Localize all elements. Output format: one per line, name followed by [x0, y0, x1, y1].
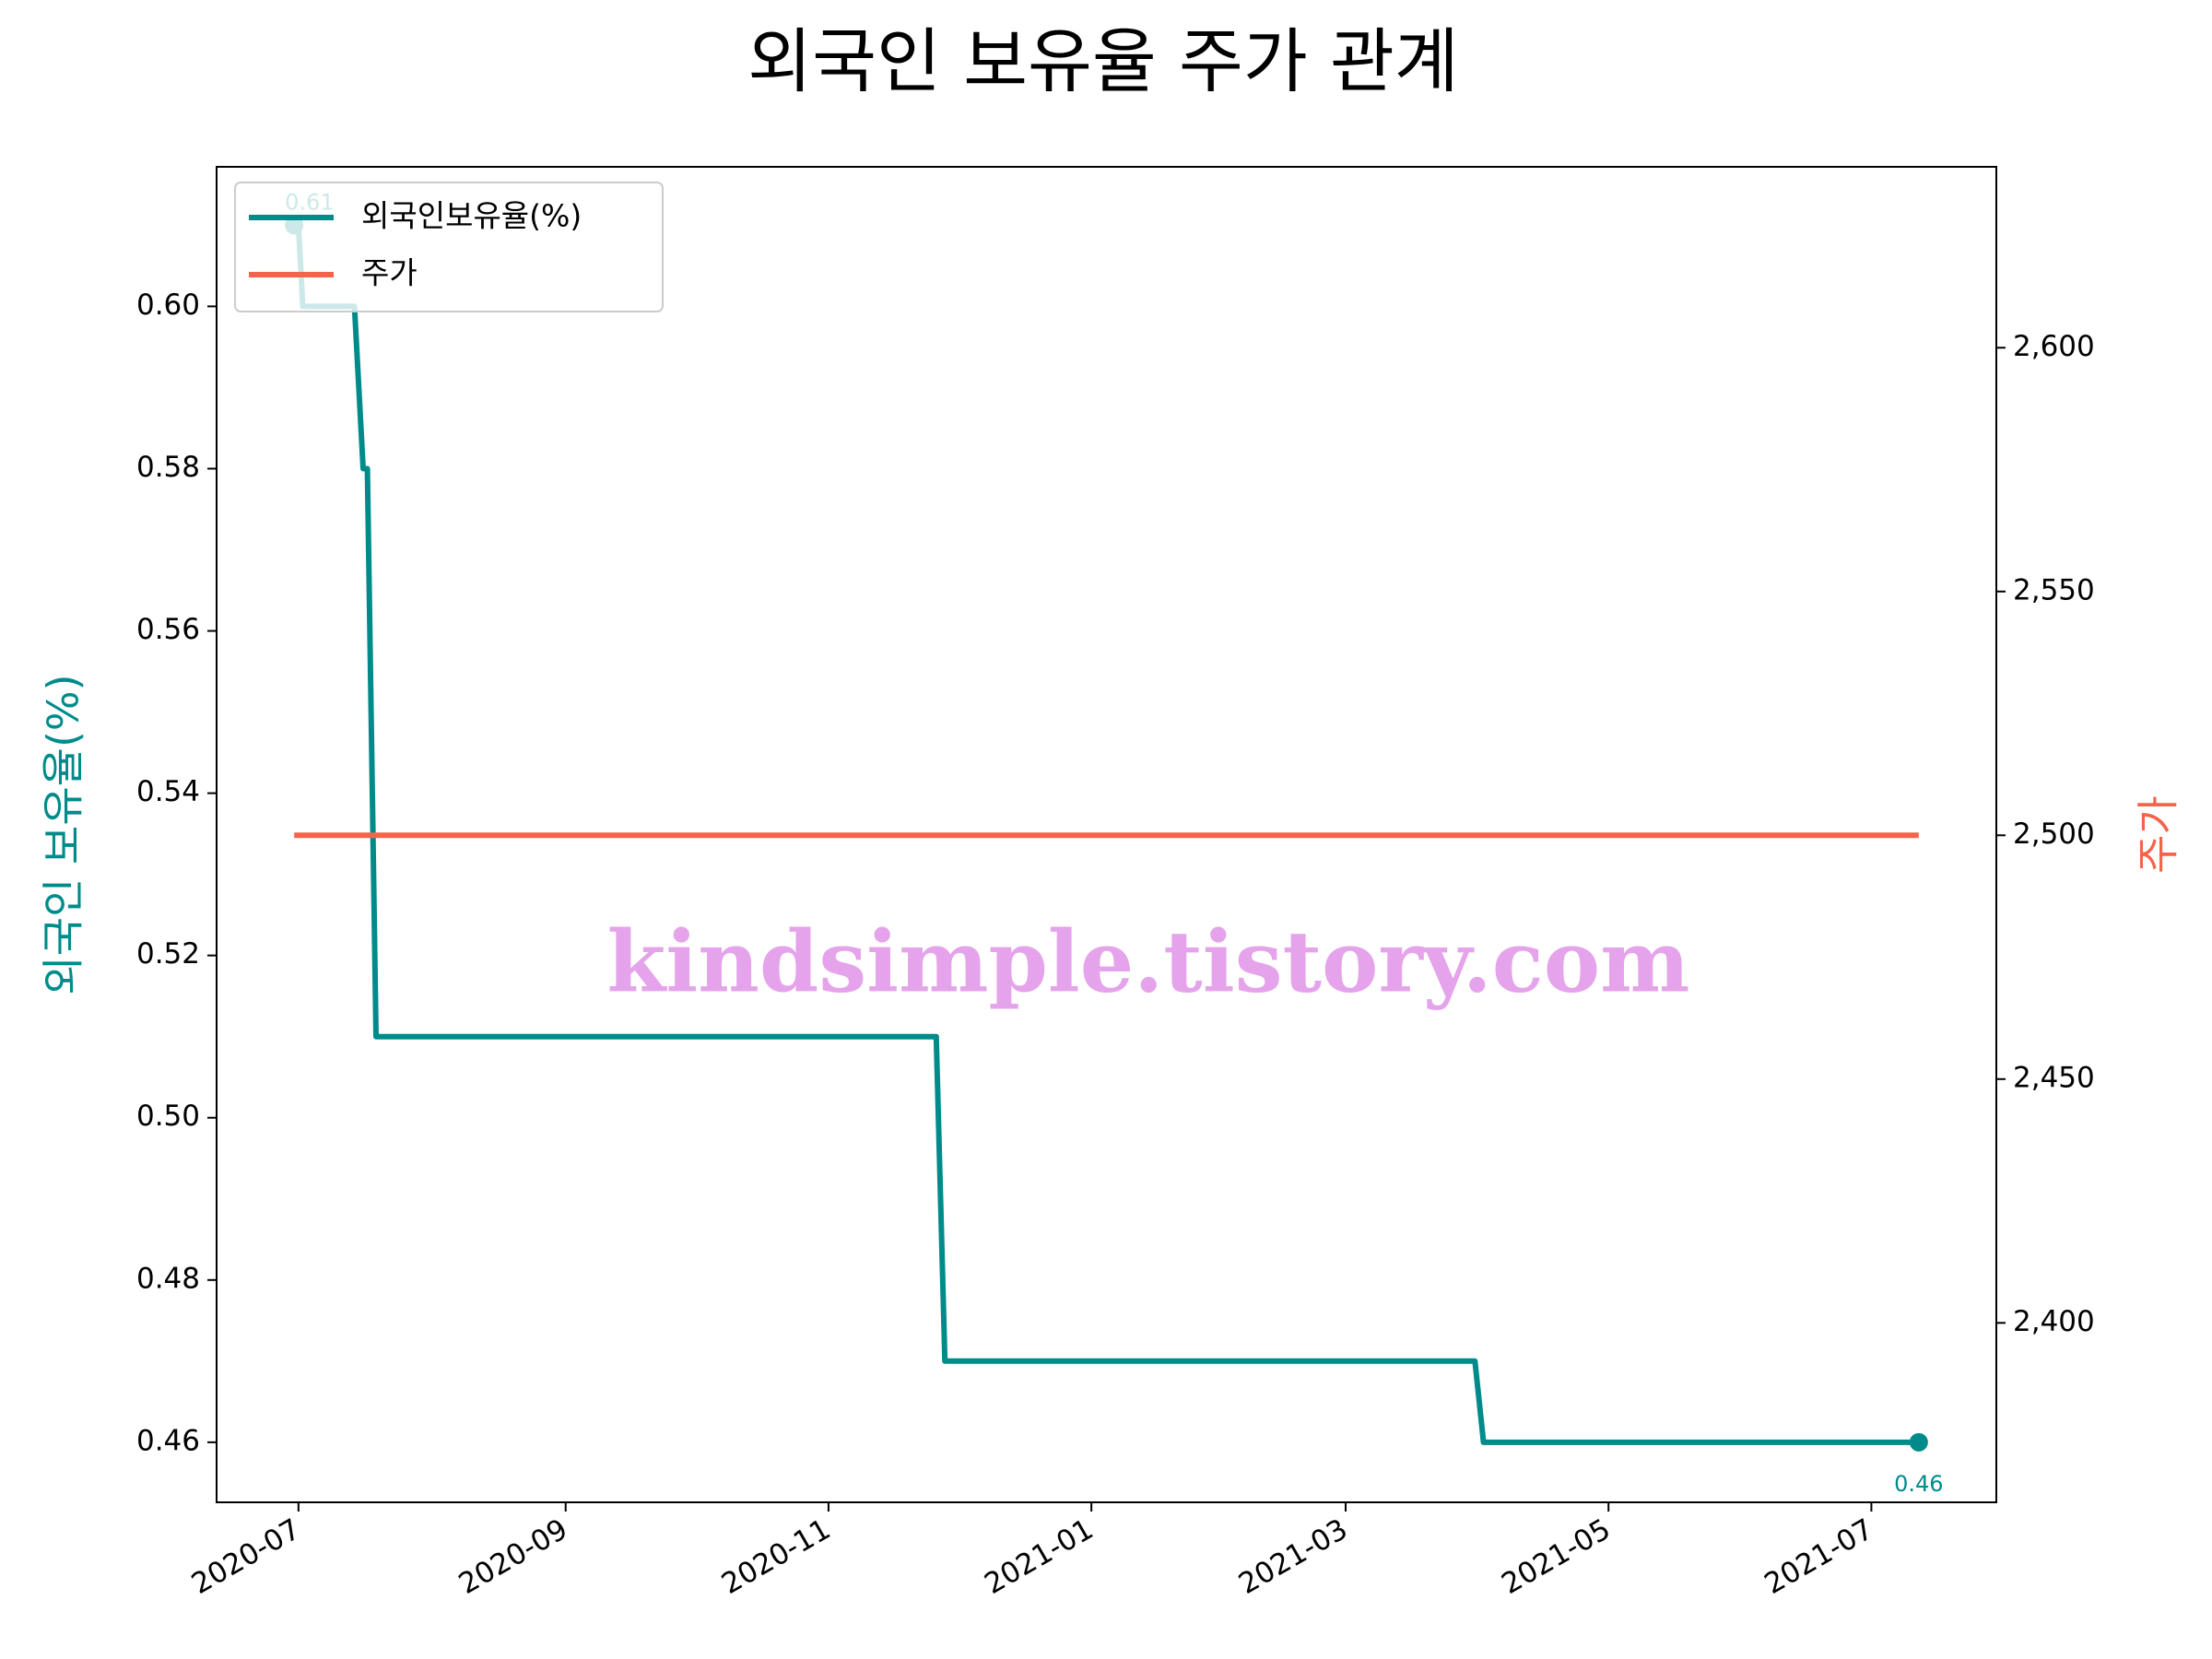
y2-tick-label: 2,450: [2013, 1061, 2095, 1094]
x-tick-label: 2021-07: [1759, 1512, 1878, 1601]
legend-box: [234, 182, 664, 312]
y2-tick-label: 2,500: [2013, 818, 2095, 851]
x-tick-label: 2021-01: [979, 1512, 1099, 1601]
y-tick-label: 0.58: [136, 451, 200, 484]
legend-label: 외국인보유율(%): [361, 198, 582, 234]
legend-label: 주가: [361, 255, 418, 291]
y-axis-label: 외국인 보유율(%): [39, 674, 88, 994]
y2-tick-label: 2,550: [2013, 573, 2095, 606]
plot-frame: [216, 166, 1997, 1503]
y2-tick-label: 2,400: [2013, 1305, 2095, 1338]
legend: 외국인보유율(%) 주가: [234, 182, 664, 312]
y-tick-label: 0.48: [136, 1262, 200, 1295]
watermark: kindsimple.tistory.com: [606, 912, 1689, 1012]
annotation: 0.46: [1894, 1471, 1943, 1497]
chart-title: 외국인 보유율 주가 관계: [747, 20, 1459, 102]
x-tick-label: 2020-07: [186, 1512, 306, 1601]
y-tick-label: 0.50: [136, 1100, 200, 1133]
x-tick-label: 2021-03: [1233, 1512, 1353, 1601]
y-tick-label: 0.54: [136, 775, 200, 808]
y-tick-label: 0.46: [136, 1424, 200, 1457]
y-tick-label: 0.60: [136, 288, 200, 322]
y2-axis-label: 주가: [2134, 795, 2183, 874]
y-tick-label: 0.56: [136, 613, 200, 646]
y2-tick-label: 2,600: [2013, 330, 2095, 363]
x-tick-label: 2020-11: [716, 1512, 836, 1601]
point-marker: [1909, 1432, 1928, 1452]
x-tick-label: 2021-05: [1496, 1512, 1616, 1601]
x-tick-label: 2020-09: [453, 1512, 573, 1601]
y-tick-label: 0.52: [136, 937, 200, 971]
